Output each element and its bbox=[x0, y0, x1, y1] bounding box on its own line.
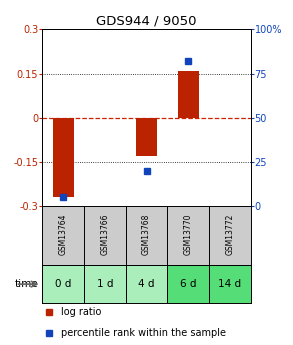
Text: log ratio: log ratio bbox=[61, 307, 102, 317]
Bar bbox=[178, 71, 199, 118]
Bar bbox=[53, 118, 74, 197]
Text: time: time bbox=[15, 279, 38, 289]
Text: 6 d: 6 d bbox=[180, 279, 196, 289]
Text: 0 d: 0 d bbox=[55, 279, 71, 289]
Text: 14 d: 14 d bbox=[218, 279, 241, 289]
Bar bbox=[136, 118, 157, 156]
Bar bbox=[167, 265, 209, 303]
Text: GSM13766: GSM13766 bbox=[100, 214, 109, 255]
Text: percentile rank within the sample: percentile rank within the sample bbox=[61, 328, 226, 338]
Text: GDS944 / 9050: GDS944 / 9050 bbox=[96, 14, 197, 28]
Bar bbox=[126, 265, 167, 303]
Text: GSM13768: GSM13768 bbox=[142, 214, 151, 255]
Bar bbox=[84, 265, 126, 303]
Bar bbox=[42, 265, 84, 303]
Bar bbox=[209, 265, 251, 303]
Text: 4 d: 4 d bbox=[138, 279, 155, 289]
Text: 1 d: 1 d bbox=[97, 279, 113, 289]
Text: GSM13772: GSM13772 bbox=[225, 214, 234, 255]
Text: GSM13770: GSM13770 bbox=[184, 214, 193, 255]
Text: GSM13764: GSM13764 bbox=[59, 214, 68, 255]
